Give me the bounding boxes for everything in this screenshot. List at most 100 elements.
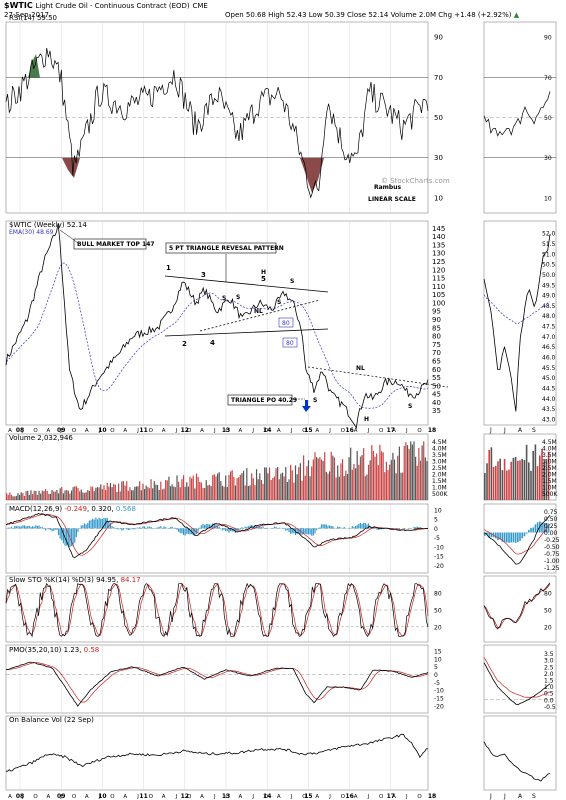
volume-bar	[345, 470, 347, 500]
macd-histogram-bar	[207, 523, 209, 529]
triangle-bottom-line	[164, 328, 329, 337]
macd-histogram-bar	[359, 523, 362, 529]
volume-bar	[366, 474, 368, 500]
price-month-label: J	[405, 428, 408, 434]
macd-histogram-bar	[70, 528, 73, 546]
point-3-label: 3	[201, 271, 206, 279]
volume-bar	[49, 493, 52, 500]
volume-bar	[202, 487, 204, 500]
volume-bar	[121, 481, 123, 500]
volume-bar	[139, 481, 141, 500]
macd-inset-histogram-bar	[506, 532, 508, 543]
macd-histogram-bar	[303, 528, 305, 535]
neckline-2	[307, 366, 449, 388]
volume-bar	[421, 445, 423, 500]
macd-inset-histogram-bar	[547, 523, 550, 533]
macd-histogram-bar	[281, 527, 284, 529]
price-month-label: A	[354, 428, 358, 434]
volume-bar	[124, 485, 126, 500]
price-axis-tick: 70	[432, 349, 441, 357]
macd-histogram-bar	[327, 525, 329, 529]
month-label: O	[379, 794, 384, 800]
month-label: A	[162, 794, 166, 800]
volume-inset-bar	[539, 455, 541, 500]
box-80b-frame	[282, 337, 298, 348]
macd-histogram-bar	[367, 523, 370, 529]
volume-inset-bar	[536, 466, 539, 500]
volume-bar	[306, 466, 308, 500]
macd-histogram-bar	[20, 526, 22, 529]
volume-bar	[33, 490, 35, 500]
volume-bar	[103, 485, 105, 500]
volume-bar	[148, 488, 151, 500]
sto-inset-k	[483, 582, 551, 630]
volume-bar	[10, 494, 13, 500]
macd-inset-histogram-bar	[528, 529, 530, 533]
volume-bar	[79, 491, 81, 500]
price-year-label: 13	[222, 427, 230, 434]
macd-histogram-bar	[419, 527, 422, 529]
rsi-axis-tick: 70	[434, 74, 443, 82]
volume-bar	[168, 476, 170, 500]
macd-histogram-bar	[98, 517, 100, 529]
macd-histogram-bar	[265, 527, 267, 529]
volume-bar	[88, 490, 90, 500]
triangle-top-line	[164, 275, 329, 293]
volume-bar	[389, 464, 391, 500]
volume-bar	[254, 485, 256, 500]
volume-bar	[90, 486, 92, 500]
macd-inset-histogram-bar	[508, 532, 510, 543]
macd-histogram-bar	[333, 527, 336, 529]
price-month-label: O	[33, 428, 38, 434]
month-label: A	[200, 794, 204, 800]
volume-bar	[317, 458, 319, 500]
volume-axis-tick: 1.0M	[432, 484, 447, 491]
month-label: O	[149, 794, 154, 800]
rsi-oversold-fill-2015	[300, 158, 324, 193]
volume-bar	[377, 465, 379, 500]
pmo-inset-tick: 2.0	[544, 671, 554, 678]
rsi-axis-tick: 10	[434, 194, 443, 202]
pmo-inset-tick: 1.5	[544, 678, 554, 685]
volume-bar	[57, 493, 60, 500]
volume-inset-bar	[503, 458, 506, 500]
volume-bar	[169, 486, 172, 500]
inset-price-line	[483, 234, 551, 412]
inset-month-label: S	[532, 793, 536, 800]
macd-inset-tick: 0.50	[544, 516, 558, 523]
inset-frame-price	[483, 220, 557, 426]
volume-bar	[20, 492, 22, 500]
price-inset-tick: 50.0	[542, 272, 556, 279]
macd-inset-histogram-bar	[490, 532, 493, 538]
volume-bar	[241, 473, 243, 500]
volume-bar	[419, 460, 422, 500]
month-label: J	[98, 794, 101, 800]
volume-bar	[418, 447, 420, 500]
macd-histogram-bar	[354, 526, 357, 529]
macd-histogram-bar	[67, 528, 69, 546]
volume-bar	[424, 457, 426, 500]
month-label: J	[136, 794, 139, 800]
macd-inset-histogram-bar	[530, 527, 532, 533]
macd-histogram-bar	[25, 526, 27, 529]
volume-bar	[51, 490, 53, 500]
price-month-label: A	[315, 428, 319, 434]
price-month-label: O	[187, 428, 192, 434]
volume-bar	[40, 493, 42, 500]
volume-bar	[327, 473, 329, 500]
volume-bar	[288, 479, 290, 500]
macd-histogram-bar	[9, 527, 11, 529]
macd-histogram-bar	[187, 528, 189, 535]
volume-bar	[215, 476, 217, 500]
macd-histogram-bar	[140, 527, 142, 529]
volume-bar	[210, 486, 212, 500]
volume-bar	[83, 492, 86, 500]
year-label: 12	[181, 793, 189, 800]
pmo-panel-label: PMO(35,20,10) 1.23, 0.58	[9, 646, 99, 654]
macd-histogram-bar	[314, 528, 316, 534]
macd-histogram-bar	[44, 528, 47, 531]
volume-bar	[398, 446, 400, 500]
price-axis-tick: 55	[432, 374, 441, 382]
rsi-overbought-fill-2008	[28, 54, 40, 78]
pmo-axis-tick: 0	[434, 672, 438, 679]
